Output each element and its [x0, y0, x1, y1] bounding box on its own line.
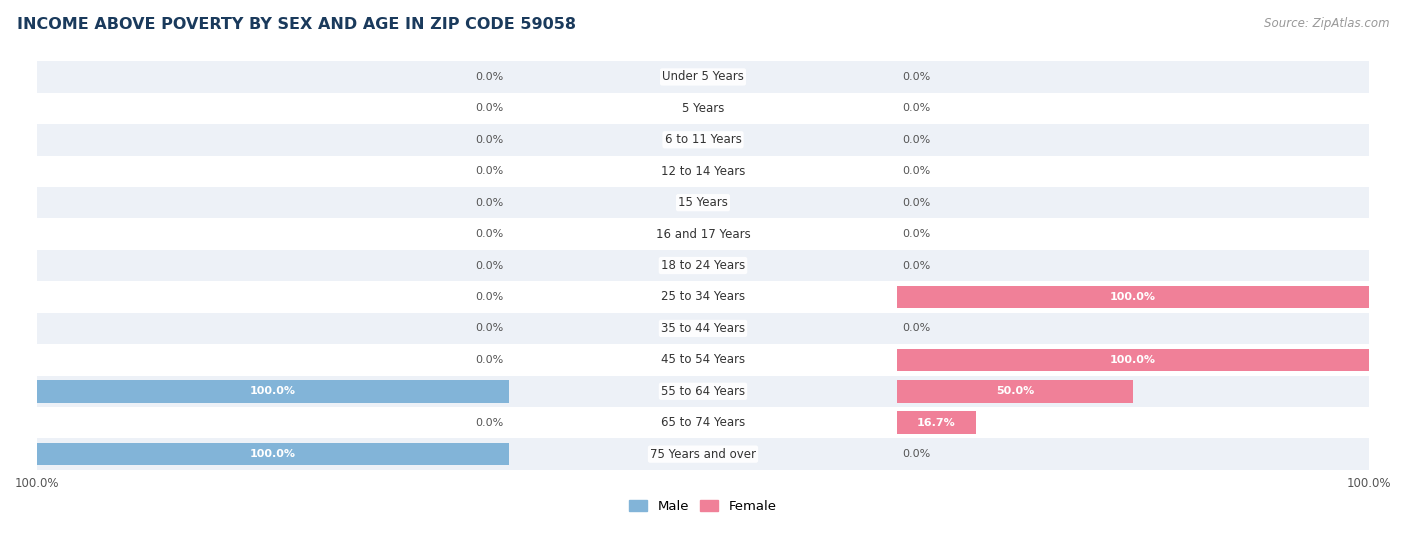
Text: 12 to 14 Years: 12 to 14 Years	[661, 165, 745, 178]
Bar	[37, 93, 1369, 124]
Text: 100.0%: 100.0%	[250, 386, 297, 396]
Text: 0.0%: 0.0%	[475, 135, 503, 145]
Text: 50.0%: 50.0%	[995, 386, 1035, 396]
Bar	[37, 218, 1369, 250]
Text: 100.0%: 100.0%	[250, 449, 297, 459]
Text: INCOME ABOVE POVERTY BY SEX AND AGE IN ZIP CODE 59058: INCOME ABOVE POVERTY BY SEX AND AGE IN Z…	[17, 17, 576, 32]
Bar	[37, 187, 1369, 218]
Bar	[37, 439, 1369, 470]
Text: 18 to 24 Years: 18 to 24 Years	[661, 259, 745, 272]
Text: 0.0%: 0.0%	[903, 261, 931, 271]
Bar	[37, 156, 1369, 187]
Bar	[37, 281, 1369, 312]
Text: 16 and 17 Years: 16 and 17 Years	[655, 228, 751, 240]
Text: 0.0%: 0.0%	[475, 324, 503, 333]
Text: 15 Years: 15 Years	[678, 196, 728, 209]
Bar	[37, 443, 509, 465]
Bar	[897, 286, 1369, 308]
Text: 75 Years and over: 75 Years and over	[650, 448, 756, 461]
Bar	[37, 312, 1369, 344]
Text: 45 to 54 Years: 45 to 54 Years	[661, 353, 745, 367]
Bar	[37, 344, 1369, 376]
Text: 25 to 34 Years: 25 to 34 Years	[661, 291, 745, 304]
Text: 0.0%: 0.0%	[903, 135, 931, 145]
Text: Under 5 Years: Under 5 Years	[662, 70, 744, 84]
Bar	[897, 349, 1369, 371]
Legend: Male, Female: Male, Female	[624, 494, 782, 518]
Bar	[37, 61, 1369, 93]
Text: 0.0%: 0.0%	[903, 449, 931, 459]
Text: 0.0%: 0.0%	[475, 72, 503, 82]
Bar	[897, 411, 976, 434]
Bar	[37, 407, 1369, 439]
Text: 35 to 44 Years: 35 to 44 Years	[661, 322, 745, 335]
Text: 100.0%: 100.0%	[1109, 292, 1156, 302]
Text: 55 to 64 Years: 55 to 64 Years	[661, 385, 745, 398]
Text: 0.0%: 0.0%	[903, 229, 931, 239]
Bar	[37, 376, 1369, 407]
Text: 5 Years: 5 Years	[682, 102, 724, 115]
Bar	[37, 250, 1369, 281]
Text: 0.0%: 0.0%	[903, 103, 931, 113]
Text: 65 to 74 Years: 65 to 74 Years	[661, 416, 745, 429]
Text: 0.0%: 0.0%	[903, 72, 931, 82]
Text: Source: ZipAtlas.com: Source: ZipAtlas.com	[1264, 17, 1389, 30]
Text: 0.0%: 0.0%	[475, 355, 503, 365]
Bar	[37, 380, 509, 402]
Text: 0.0%: 0.0%	[475, 418, 503, 427]
Text: 0.0%: 0.0%	[475, 261, 503, 271]
Text: 0.0%: 0.0%	[475, 229, 503, 239]
Text: 100.0%: 100.0%	[1109, 355, 1156, 365]
Text: 0.0%: 0.0%	[903, 198, 931, 208]
Text: 0.0%: 0.0%	[475, 166, 503, 176]
Text: 0.0%: 0.0%	[475, 103, 503, 113]
Bar	[897, 380, 1133, 402]
Text: 6 to 11 Years: 6 to 11 Years	[665, 133, 741, 146]
Text: 16.7%: 16.7%	[917, 418, 956, 427]
Bar	[37, 124, 1369, 156]
Text: 0.0%: 0.0%	[475, 198, 503, 208]
Text: 0.0%: 0.0%	[903, 166, 931, 176]
Text: 0.0%: 0.0%	[903, 324, 931, 333]
Text: 0.0%: 0.0%	[475, 292, 503, 302]
